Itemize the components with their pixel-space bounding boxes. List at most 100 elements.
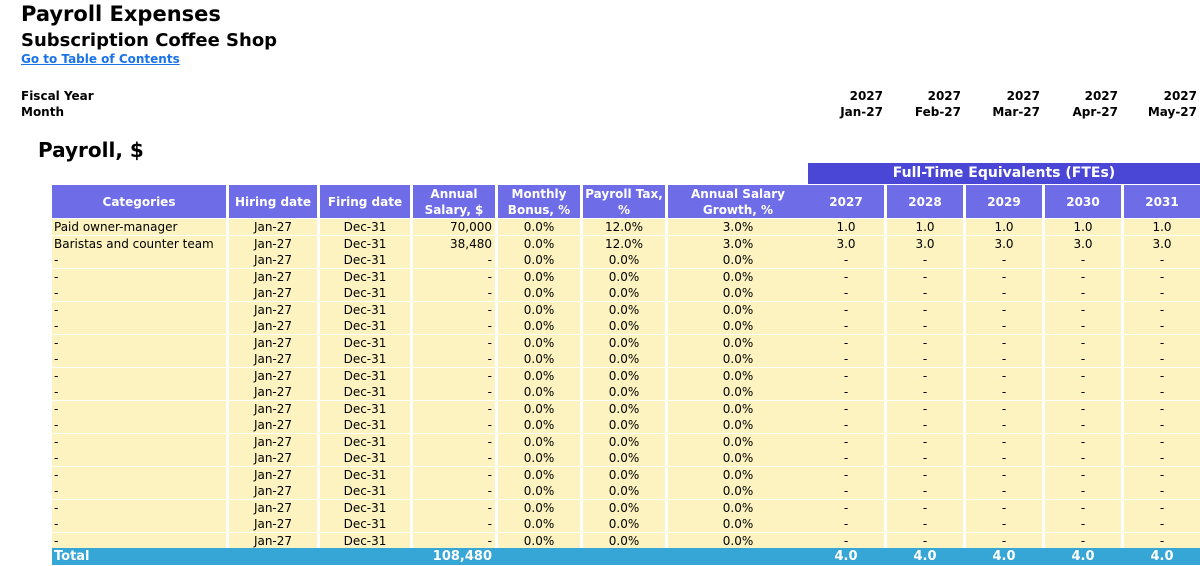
bonus-cell[interactable]: 0.0% [498, 334, 580, 351]
fte-cell[interactable]: - [1045, 252, 1121, 268]
salary-cell[interactable]: - [413, 532, 495, 549]
fte-cell[interactable]: - [887, 334, 963, 351]
firing-cell[interactable]: Dec-31 [320, 285, 410, 301]
fte-cell[interactable]: - [1124, 516, 1200, 532]
hiring-cell[interactable]: Jan-27 [229, 532, 317, 549]
fte-cell[interactable]: - [808, 285, 884, 301]
fte-cell[interactable]: - [966, 483, 1042, 499]
bonus-cell[interactable]: 0.0% [498, 483, 580, 499]
tax-cell[interactable]: 0.0% [583, 252, 665, 268]
growth-cell[interactable]: 0.0% [668, 450, 808, 466]
salary-cell[interactable]: - [413, 516, 495, 532]
fte-cell[interactable]: - [1045, 268, 1121, 285]
fte-cell[interactable]: - [966, 417, 1042, 433]
growth-cell[interactable]: 0.0% [668, 483, 808, 499]
salary-cell[interactable]: - [413, 433, 495, 450]
firing-cell[interactable]: Dec-31 [320, 334, 410, 351]
growth-cell[interactable]: 0.0% [668, 400, 808, 417]
growth-cell[interactable]: 0.0% [668, 334, 808, 351]
fte-cell[interactable]: 1.0 [966, 219, 1042, 235]
fte-cell[interactable]: - [1045, 433, 1121, 450]
fte-cell[interactable]: - [966, 301, 1042, 318]
growth-cell[interactable]: 0.0% [668, 516, 808, 532]
tax-cell[interactable]: 0.0% [583, 268, 665, 285]
fte-cell[interactable]: - [966, 433, 1042, 450]
fte-cell[interactable]: - [1045, 450, 1121, 466]
tax-cell[interactable]: 0.0% [583, 318, 665, 334]
fte-cell[interactable]: - [887, 400, 963, 417]
fte-cell[interactable]: 3.0 [887, 235, 963, 252]
tax-cell[interactable]: 0.0% [583, 400, 665, 417]
bonus-cell[interactable]: 0.0% [498, 219, 580, 235]
tax-cell[interactable]: 12.0% [583, 235, 665, 252]
bonus-cell[interactable]: 0.0% [498, 384, 580, 400]
tax-cell[interactable]: 0.0% [583, 450, 665, 466]
fte-cell[interactable]: - [887, 268, 963, 285]
tax-cell[interactable]: 0.0% [583, 351, 665, 367]
hiring-cell[interactable]: Jan-27 [229, 268, 317, 285]
firing-cell[interactable]: Dec-31 [320, 351, 410, 367]
fte-cell[interactable]: - [808, 301, 884, 318]
tax-cell[interactable]: 0.0% [583, 285, 665, 301]
hiring-cell[interactable]: Jan-27 [229, 450, 317, 466]
fte-cell[interactable]: 3.0 [808, 235, 884, 252]
fte-cell[interactable]: - [1045, 367, 1121, 384]
fte-cell[interactable]: - [887, 367, 963, 384]
fte-cell[interactable]: - [966, 384, 1042, 400]
fte-cell[interactable]: 3.0 [1045, 235, 1121, 252]
firing-cell[interactable]: Dec-31 [320, 466, 410, 483]
fte-cell[interactable]: - [1124, 466, 1200, 483]
bonus-cell[interactable]: 0.0% [498, 285, 580, 301]
hiring-cell[interactable]: Jan-27 [229, 499, 317, 516]
bonus-cell[interactable]: 0.0% [498, 318, 580, 334]
hiring-cell[interactable]: Jan-27 [229, 334, 317, 351]
fte-cell[interactable]: - [1045, 483, 1121, 499]
fte-cell[interactable]: - [887, 351, 963, 367]
hiring-cell[interactable]: Jan-27 [229, 301, 317, 318]
fte-cell[interactable]: - [966, 318, 1042, 334]
tax-cell[interactable]: 0.0% [583, 483, 665, 499]
fte-cell[interactable]: - [966, 285, 1042, 301]
growth-cell[interactable]: 0.0% [668, 499, 808, 516]
fte-cell[interactable]: - [1124, 334, 1200, 351]
fte-cell[interactable]: 1.0 [808, 219, 884, 235]
hiring-cell[interactable]: Jan-27 [229, 367, 317, 384]
fte-cell[interactable]: - [966, 400, 1042, 417]
firing-cell[interactable]: Dec-31 [320, 384, 410, 400]
salary-cell[interactable]: - [413, 417, 495, 433]
firing-cell[interactable]: Dec-31 [320, 417, 410, 433]
growth-cell[interactable]: 0.0% [668, 252, 808, 268]
growth-cell[interactable]: 0.0% [668, 351, 808, 367]
category-cell[interactable]: - [52, 450, 226, 466]
salary-cell[interactable]: - [413, 499, 495, 516]
bonus-cell[interactable]: 0.0% [498, 301, 580, 318]
firing-cell[interactable]: Dec-31 [320, 483, 410, 499]
growth-cell[interactable]: 0.0% [668, 433, 808, 450]
fte-cell[interactable]: - [887, 301, 963, 318]
fte-cell[interactable]: - [1045, 301, 1121, 318]
fte-cell[interactable]: - [1124, 351, 1200, 367]
fte-cell[interactable]: - [966, 268, 1042, 285]
fte-cell[interactable]: - [1124, 483, 1200, 499]
fte-cell[interactable]: 3.0 [966, 235, 1042, 252]
fte-cell[interactable]: - [1124, 301, 1200, 318]
fte-cell[interactable]: - [887, 318, 963, 334]
category-cell[interactable]: - [52, 516, 226, 532]
fte-cell[interactable]: - [808, 351, 884, 367]
fte-cell[interactable]: - [808, 268, 884, 285]
bonus-cell[interactable]: 0.0% [498, 450, 580, 466]
fte-cell[interactable]: - [808, 516, 884, 532]
fte-cell[interactable]: - [808, 499, 884, 516]
fte-cell[interactable]: - [808, 384, 884, 400]
fte-cell[interactable]: - [808, 417, 884, 433]
bonus-cell[interactable]: 0.0% [498, 499, 580, 516]
firing-cell[interactable]: Dec-31 [320, 367, 410, 384]
fte-cell[interactable]: - [966, 516, 1042, 532]
category-cell[interactable]: - [52, 351, 226, 367]
salary-cell[interactable]: - [413, 301, 495, 318]
fte-cell[interactable]: - [1045, 499, 1121, 516]
fte-cell[interactable]: - [808, 252, 884, 268]
bonus-cell[interactable]: 0.0% [498, 351, 580, 367]
fte-cell[interactable]: - [887, 417, 963, 433]
growth-cell[interactable]: 0.0% [668, 301, 808, 318]
